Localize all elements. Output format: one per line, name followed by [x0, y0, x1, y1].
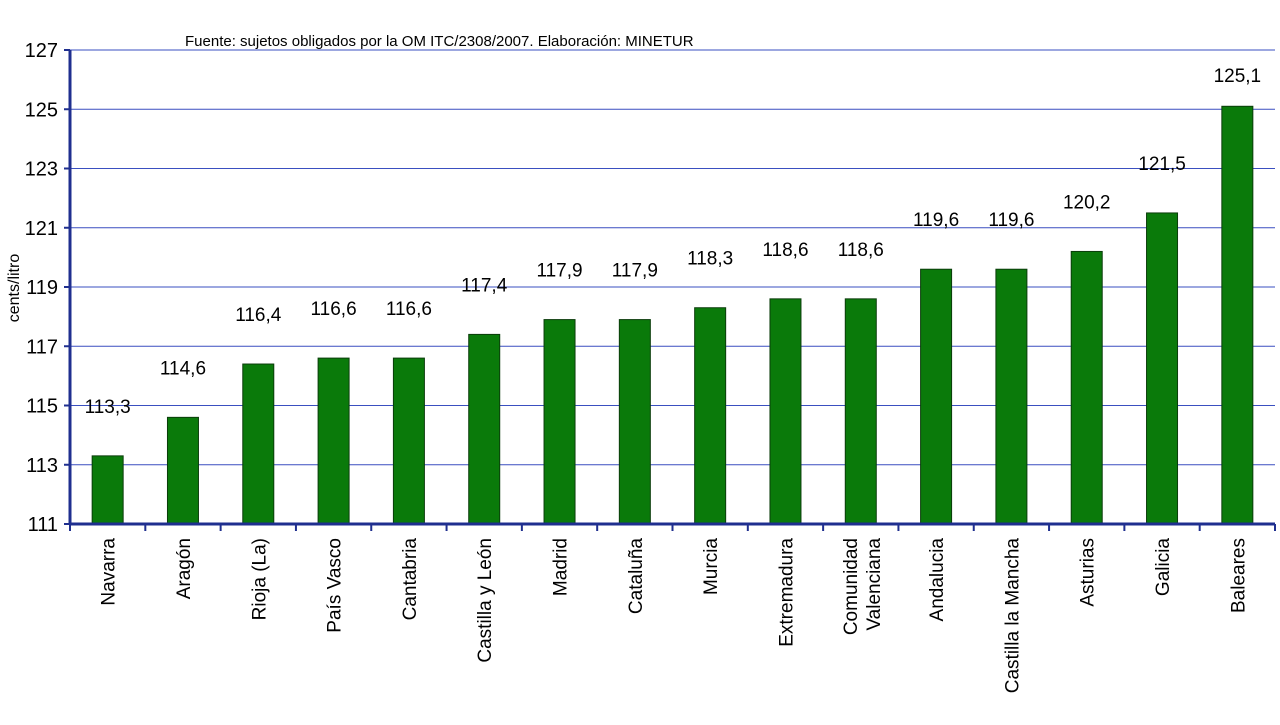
value-label: 116,4: [235, 305, 282, 326]
y-tick-labels: 111 113 115 117 119 121 123 125 127: [25, 40, 58, 536]
bar: [392, 357, 425, 525]
bar: [844, 298, 877, 525]
y-tick-label: 123: [25, 159, 58, 181]
bar: [618, 319, 651, 525]
value-label: 125,1: [1214, 66, 1262, 87]
y-tick-label: 127: [25, 40, 58, 62]
x-tick-label: Murcia: [701, 538, 722, 595]
value-label: 113,3: [85, 397, 131, 418]
value-label: 117,9: [612, 261, 658, 282]
value-label: 119,6: [913, 210, 959, 231]
x-tick-label: Navarra: [99, 538, 120, 606]
bar: [694, 307, 727, 525]
x-tick-label: Cataluña: [626, 538, 647, 614]
x-tick-label: Baleares: [1228, 538, 1249, 613]
value-label: 114,6: [160, 358, 206, 379]
value-label: 120,2: [1063, 192, 1111, 213]
value-label: 118,6: [838, 240, 884, 261]
y-tick-label: 121: [25, 218, 58, 240]
bar: [317, 357, 350, 525]
axes: [64, 49, 1276, 531]
bar: [1221, 105, 1254, 525]
y-tick-label: 125: [25, 99, 58, 121]
y-tick-label: 119: [26, 277, 58, 299]
x-tick-label: Asturias: [1078, 538, 1099, 607]
bar: [166, 416, 199, 525]
x-tick-labels: Navarra Aragón Rioja (La) País Vasco Cantabr…: [99, 538, 1250, 694]
value-label: 121,5: [1138, 154, 1186, 175]
x-tick-label: País Vasco: [325, 538, 346, 633]
x-tick-label: Aragón: [174, 538, 195, 599]
x-tick-label: Rioja (La): [249, 538, 270, 620]
value-label: 117,9: [536, 261, 582, 282]
y-axis-label: cents/litro: [6, 254, 23, 323]
value-label: 116,6: [311, 299, 357, 320]
bar: [769, 298, 802, 525]
bars: [91, 105, 1254, 525]
bar: [920, 268, 953, 525]
y-tick-label: 111: [28, 514, 58, 536]
bar: [91, 455, 124, 525]
x-tick-label: Madrid: [551, 538, 572, 596]
y-tick-label: 115: [26, 396, 58, 418]
value-label: 118,3: [687, 249, 733, 270]
value-label: 118,6: [762, 240, 808, 261]
source-note: Fuente: sujetos obligados por la OM ITC/…: [185, 33, 694, 50]
bar: [468, 333, 501, 525]
value-label: 117,4: [461, 275, 508, 296]
x-tick-label: Comunidad Valenciana: [841, 538, 885, 636]
bar: [1146, 212, 1179, 525]
bar: [995, 268, 1028, 525]
value-label: 116,6: [386, 299, 432, 320]
bar: [543, 319, 576, 525]
x-tick-label: Cantabria: [400, 538, 421, 621]
x-tick-label: Castilla la Mancha: [1002, 538, 1023, 694]
value-label: 119,6: [988, 210, 1034, 231]
bar: [242, 363, 275, 525]
x-tick-label: Galicia: [1153, 538, 1174, 597]
x-tick-label: Castilla y León: [475, 538, 496, 663]
x-tick-label: Extremadura: [776, 538, 797, 647]
bar: [1070, 250, 1103, 525]
y-tick-label: 113: [26, 455, 58, 477]
x-tick-label: Andalucia: [927, 538, 948, 622]
y-tick-label: 117: [26, 336, 58, 358]
value-labels: 113,3 114,6 116,4 116,6 116,6 117,4 117,9 117,9…: [85, 66, 1262, 418]
